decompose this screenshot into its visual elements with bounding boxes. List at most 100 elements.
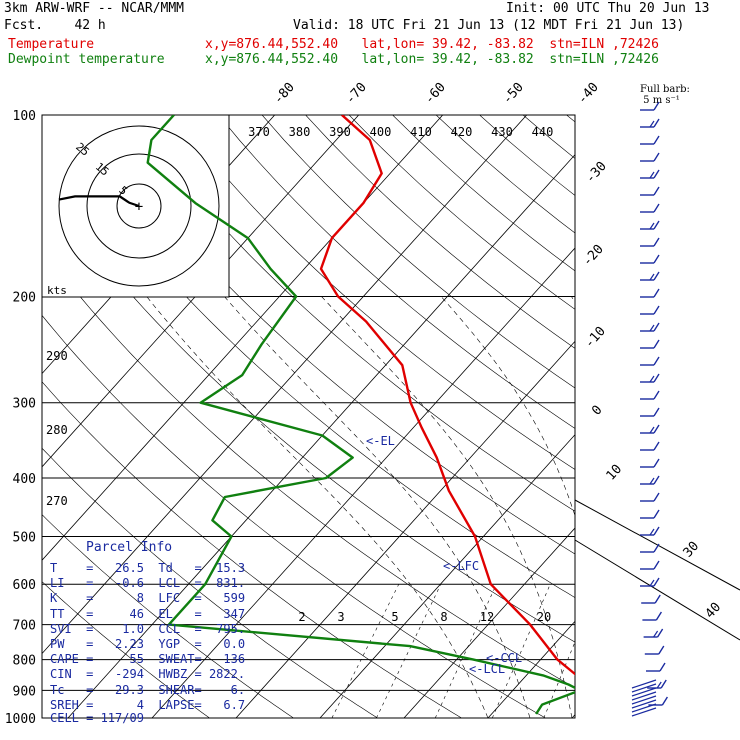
parcel-info-row: SVI = 1.0 CCL = 795. xyxy=(50,621,246,636)
level-annotation: <-LCL xyxy=(469,662,505,676)
isotherm-line xyxy=(403,527,575,718)
hodograph-ring xyxy=(58,125,220,287)
isotherm-line xyxy=(319,434,575,718)
pressure-tick-label: 300 xyxy=(13,397,36,412)
theta-label: 400 xyxy=(370,125,392,139)
dry-adiabat-line xyxy=(42,314,546,718)
dry-adiabat-line xyxy=(174,115,575,470)
wind-barb-flag xyxy=(653,152,660,162)
dry-adiabat-line xyxy=(131,115,575,512)
dry-adiabat-line xyxy=(392,115,575,272)
wind-barb-half-flag xyxy=(649,375,655,383)
hodograph-ring xyxy=(86,153,192,259)
parcel-info-row: PW = 2.23 YGP = 0.0 xyxy=(50,637,246,651)
wind-barb-hatch xyxy=(631,683,657,693)
wind-barb-flag xyxy=(653,407,660,417)
wind-barb-hatch xyxy=(631,699,657,709)
wind-barb-flag xyxy=(653,560,660,570)
theta-label: 430 xyxy=(491,125,513,139)
parcel-info-row: LI = -0.6 LCL = 831. xyxy=(50,576,246,591)
isotherm-line xyxy=(487,620,575,718)
mixing-ratio-label: 2 xyxy=(298,610,305,624)
dry-adiabat-line xyxy=(42,247,575,689)
moist-adiabat-line xyxy=(571,296,575,304)
isotherm-label: -80 xyxy=(271,80,298,107)
mixing-ratio-label: 3 xyxy=(337,610,344,624)
mixing-ratio-line xyxy=(492,584,551,718)
mixing-ratio-label: 5 xyxy=(391,610,398,624)
wind-barb-flag xyxy=(653,543,660,553)
wind-barb-hatch xyxy=(631,703,657,713)
model-title: 3km ARW-WRF -- NCAR/MMM xyxy=(4,1,185,16)
wind-barb-hatch xyxy=(631,687,657,697)
dry-adiabat-line xyxy=(479,115,575,196)
wind-barb-flag xyxy=(653,475,660,485)
pressure-tick-label: 800 xyxy=(13,654,36,669)
legend-dewpoint-coords: x,y=876.44,552.40 lat,lon= 39.42, -83.82… xyxy=(205,52,659,67)
dry-adiabat-line xyxy=(42,447,378,718)
wind-barb-flag xyxy=(654,594,661,604)
wind-barb-flag xyxy=(660,679,667,689)
wind-barb-flag xyxy=(659,662,666,672)
wind-barb-flag xyxy=(653,203,660,213)
theta-label: 440 xyxy=(532,125,554,139)
wind-barb-flag xyxy=(653,254,660,264)
hodograph-center-marker: + xyxy=(135,199,143,215)
parcel-info-row: T = 26.5 Td = 15.3 xyxy=(50,561,246,575)
pressure-tick-label: 1000 xyxy=(5,712,36,727)
wind-barb-flag xyxy=(653,339,660,349)
mixing-ratio-line xyxy=(331,584,400,718)
hodograph-ring-label: 15 xyxy=(93,160,112,178)
valid-time: Valid: 18 UTC Fri 21 Jun 13 (12 MDT Fri … xyxy=(293,18,685,33)
pressure-tick-label: 100 xyxy=(13,109,36,124)
hodograph-trace xyxy=(58,195,140,208)
legend-dewpoint-label: Dewpoint temperature xyxy=(8,52,165,67)
parcel-info-row: TT = 46 EL = 347 xyxy=(50,606,246,621)
parcel-info-row: K = 8 LFC = 599 xyxy=(50,591,246,606)
wind-barb-flag xyxy=(653,390,660,400)
wind-barb-flag xyxy=(655,611,662,621)
diagram-edge xyxy=(574,539,740,641)
wind-barb-half-flag xyxy=(649,120,655,128)
isotherm-label: -10 xyxy=(582,324,609,351)
isotherm-line xyxy=(656,115,740,718)
mixing-ratio-label: 8 xyxy=(440,610,447,624)
isotherm-line xyxy=(151,247,575,718)
wind-barb-flag xyxy=(653,322,660,332)
moist-adiabat-line xyxy=(685,297,702,719)
theta-side-label: 280 xyxy=(46,423,68,437)
wind-barb-half-flag xyxy=(649,222,655,230)
wind-barb-half-flag xyxy=(649,477,655,485)
wind-barb-flag xyxy=(653,288,660,298)
wind-barb-flag xyxy=(653,356,660,366)
wind-barb-hatch xyxy=(631,691,657,701)
mixing-ratio-label: 12 xyxy=(480,610,494,624)
wind-barb-flag xyxy=(653,135,660,145)
wind-barb-flag xyxy=(653,509,660,519)
level-annotation: <-LFC xyxy=(443,559,479,573)
dry-adiabat-line xyxy=(42,581,210,718)
wind-barb-half-flag xyxy=(649,528,655,536)
mixing-ratio-line xyxy=(543,641,575,718)
theta-side-label: 290 xyxy=(46,349,68,363)
dry-adiabat-line xyxy=(87,115,575,555)
wind-barb-half-flag xyxy=(649,324,655,332)
parcel-cell: CELL = 117/09 xyxy=(50,711,144,725)
parcel-info-row: CIN = -294 HWBZ = 2822. xyxy=(50,667,246,682)
isotherm-label: 30 xyxy=(681,539,703,561)
dry-adiabat-line xyxy=(44,115,575,598)
legend-temperature-label: Temperature xyxy=(8,37,95,52)
wind-barb-flag xyxy=(653,237,660,247)
hodograph-units: kts xyxy=(47,284,67,297)
level-annotation: <-EL xyxy=(366,434,395,448)
dry-adiabat-line xyxy=(218,115,575,429)
moist-adiabat-line xyxy=(224,296,531,718)
dewpoint-trace xyxy=(146,115,575,715)
barb-legend: Full barb: 5 m s⁻¹ xyxy=(640,84,690,106)
wind-barb-flag xyxy=(653,458,660,468)
dry-adiabat-line xyxy=(522,115,575,159)
wind-barb-flag xyxy=(653,441,660,451)
diagram-edge xyxy=(574,499,740,591)
dry-adiabat-line xyxy=(305,115,575,349)
init-time: Init: 00 UTC Thu 20 Jun 13 xyxy=(506,1,710,16)
